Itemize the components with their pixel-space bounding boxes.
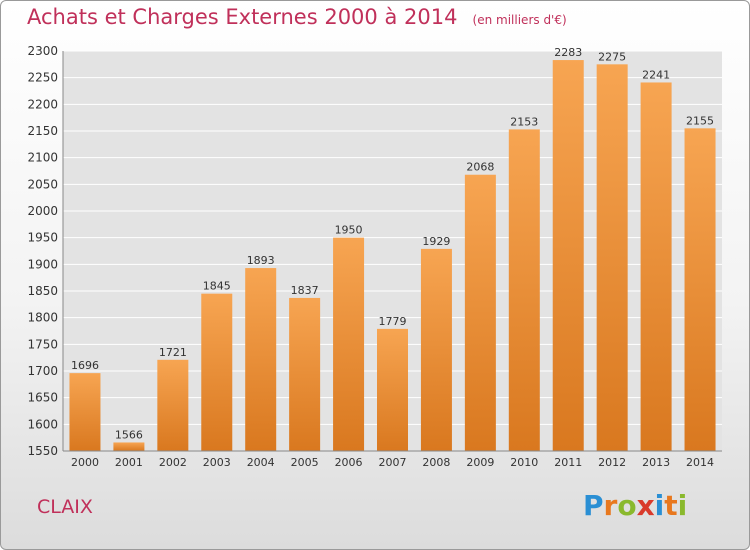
bar — [69, 373, 101, 451]
data-label: 2241 — [642, 68, 670, 81]
bar — [464, 174, 496, 451]
x-tick-label: 2005 — [291, 456, 319, 469]
data-label: 2068 — [466, 161, 494, 174]
data-label: 1929 — [422, 235, 450, 248]
x-tick-label: 2003 — [203, 456, 231, 469]
y-tick-label: 2050 — [27, 177, 58, 191]
bar — [596, 64, 628, 452]
logo-letter: r — [603, 489, 618, 522]
x-tick-label: 2006 — [335, 456, 363, 469]
x-tick-label: 2010 — [510, 456, 538, 469]
logo-letter: P — [583, 489, 604, 522]
y-tick-label: 2300 — [27, 44, 58, 58]
y-tick-label: 1650 — [27, 391, 58, 405]
x-tick-label: 2011 — [554, 456, 582, 469]
x-tick-label: 2008 — [422, 456, 450, 469]
data-label: 1696 — [71, 359, 99, 372]
proxiti-logo: Proxiti — [583, 489, 687, 522]
data-label: 1845 — [203, 280, 231, 293]
data-label: 1721 — [159, 346, 187, 359]
data-label: 1837 — [291, 284, 319, 297]
bar — [113, 442, 145, 451]
x-tick-label: 2013 — [642, 456, 670, 469]
y-tick-label: 2000 — [27, 204, 58, 218]
x-tick-label: 2007 — [379, 456, 407, 469]
y-tick-label: 2150 — [27, 124, 58, 138]
logo-letter: x — [636, 489, 655, 522]
logo-letter: t — [664, 489, 678, 522]
bar — [333, 237, 365, 451]
bar — [157, 359, 189, 451]
title-row: Achats et Charges Externes 2000 à 2014 (… — [27, 5, 567, 29]
x-tick-label: 2012 — [598, 456, 626, 469]
data-label: 2153 — [510, 115, 538, 128]
bar — [201, 293, 233, 451]
y-tick-label: 1550 — [27, 444, 58, 458]
logo-letter: i — [654, 489, 665, 522]
y-tick-label: 1950 — [27, 231, 58, 245]
data-label: 1893 — [247, 254, 275, 267]
x-tick-label: 2000 — [71, 456, 99, 469]
y-tick-label: 1900 — [27, 257, 58, 271]
bar — [289, 297, 321, 451]
bar — [377, 328, 408, 451]
x-tick-label: 2009 — [466, 456, 494, 469]
x-tick-label: 2002 — [159, 456, 187, 469]
x-tick-label: 2001 — [115, 456, 143, 469]
logo-letter: o — [617, 489, 637, 522]
x-tick-label: 2014 — [686, 456, 714, 469]
logo-letter: i — [677, 489, 688, 522]
chart-unit: (en milliers d'€) — [472, 13, 567, 27]
data-label: 2155 — [686, 114, 714, 127]
bar — [508, 129, 540, 451]
y-tick-label: 1800 — [27, 311, 58, 325]
y-tick-label: 2200 — [27, 97, 58, 111]
y-tick-label: 2250 — [27, 71, 58, 85]
y-tick-label: 1750 — [27, 337, 58, 351]
data-label: 1950 — [335, 224, 363, 237]
data-label: 1779 — [379, 315, 407, 328]
x-tick-label: 2004 — [247, 456, 275, 469]
y-tick-label: 1850 — [27, 284, 58, 298]
bar — [552, 60, 584, 452]
y-tick-label: 1700 — [27, 364, 58, 378]
data-label: 1566 — [115, 428, 143, 441]
y-tick-label: 2100 — [27, 151, 58, 165]
data-label: 2283 — [554, 46, 582, 59]
bar — [245, 268, 277, 451]
y-tick-label: 1600 — [27, 417, 58, 431]
chart-title: Achats et Charges Externes 2000 à 2014 — [27, 5, 458, 29]
bar — [684, 128, 716, 451]
data-label: 2275 — [598, 50, 626, 63]
commune-name: CLAIX — [37, 496, 93, 518]
bar — [420, 248, 452, 451]
bar — [640, 82, 672, 451]
